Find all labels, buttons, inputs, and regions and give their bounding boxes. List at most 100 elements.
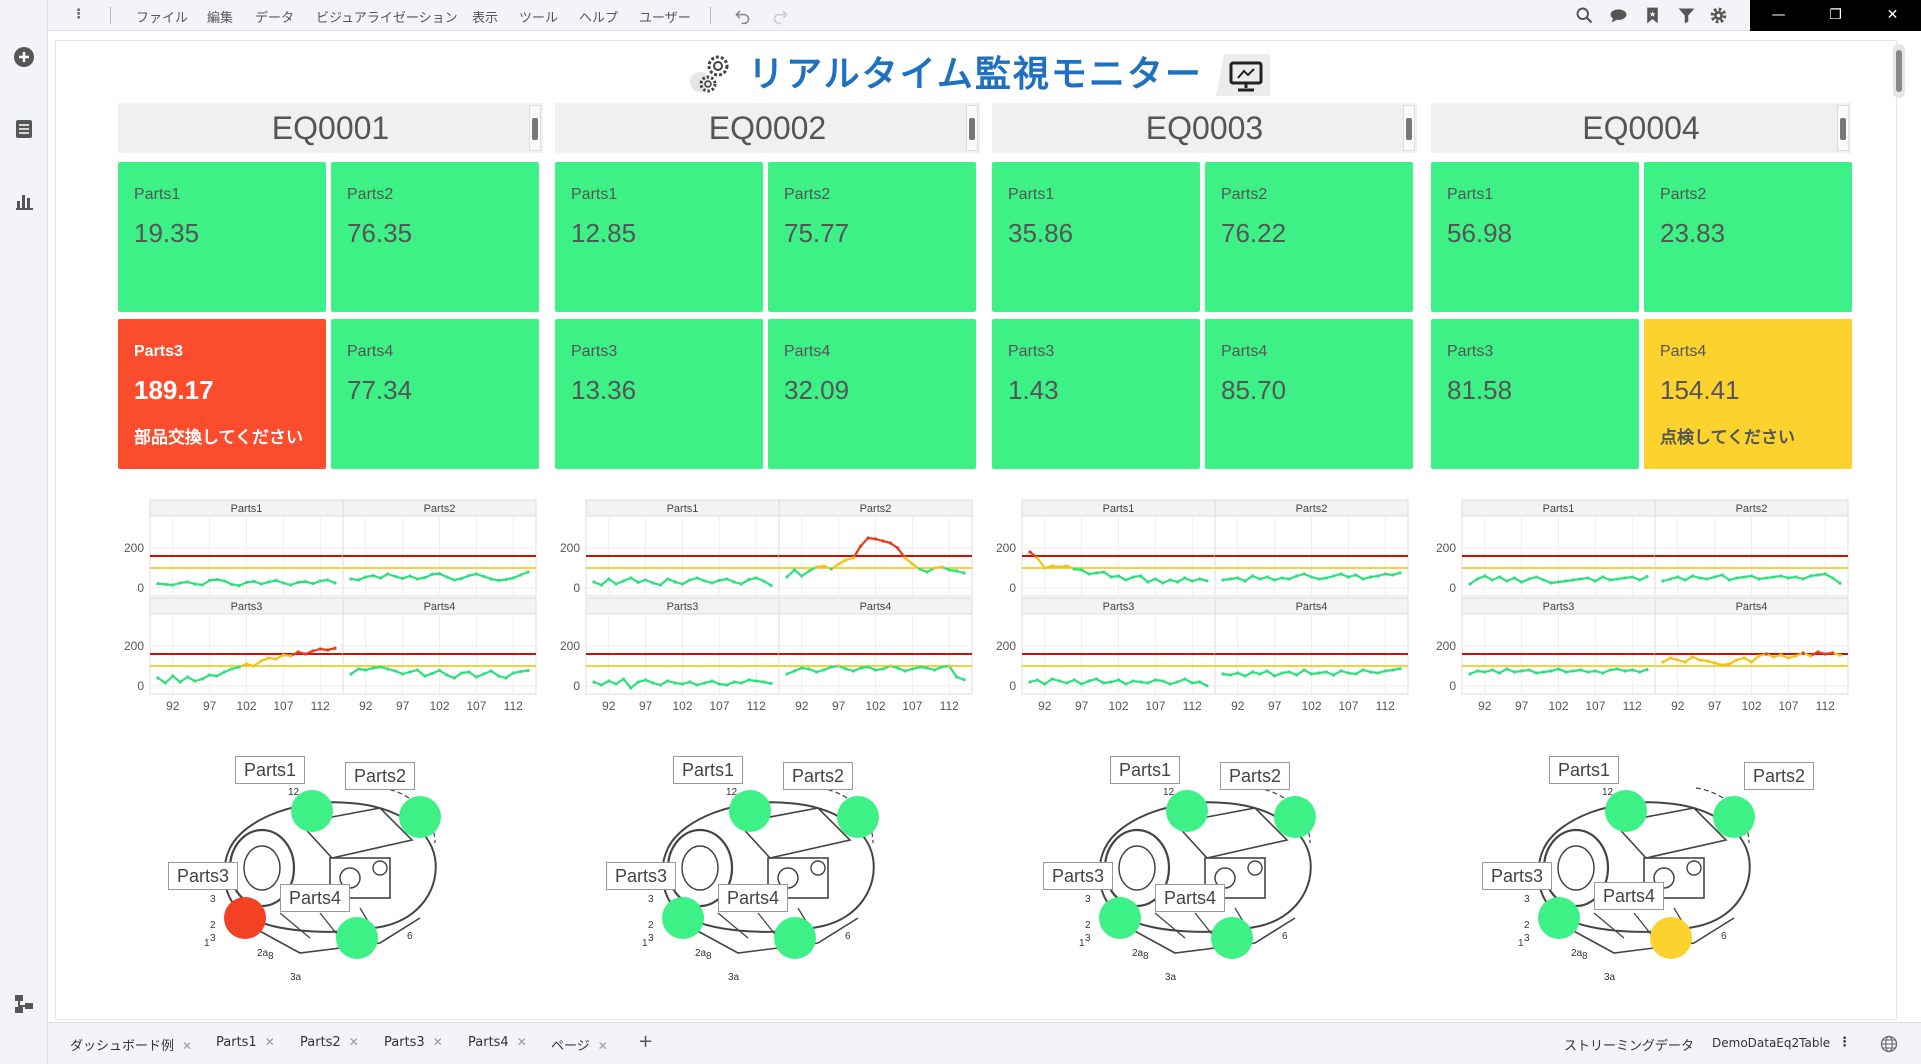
hierarchy-icon[interactable] (12, 992, 36, 1016)
equipment-scrollbar[interactable] (1837, 105, 1849, 151)
equipment-scrollbar[interactable] (529, 105, 541, 151)
part-status-tile[interactable]: Parts3 1.43 (992, 319, 1200, 469)
data-point (289, 654, 293, 658)
part-value: 13.36 (571, 375, 637, 405)
tab-page[interactable]: ページ ✕ (551, 1039, 608, 1054)
vertical-scrollbar[interactable] (1893, 44, 1905, 98)
menu-data[interactable]: データ (255, 11, 295, 26)
part-status-tile[interactable]: Parts1 35.86 (992, 162, 1200, 312)
part-status-indicator[interactable] (224, 897, 266, 939)
equipment-scrollbar[interactable] (1403, 105, 1415, 151)
globe-icon[interactable] (1880, 1035, 1898, 1053)
part-status-tile[interactable]: Parts1 56.98 (1431, 162, 1639, 312)
more-options-icon[interactable]: ⋮ (1838, 1035, 1851, 1050)
part-status-indicator[interactable] (1713, 796, 1755, 838)
menu-edit[interactable]: 編集 (207, 11, 234, 26)
part-status-tile[interactable]: Parts1 12.85 (555, 162, 763, 312)
part-callout-label: Parts1 (673, 756, 744, 784)
tab-parts2[interactable]: Parts2 ✕ (300, 1035, 359, 1050)
data-point (607, 679, 611, 683)
data-point (1161, 581, 1165, 585)
part-status-tile[interactable]: Parts2 76.35 (331, 162, 539, 312)
data-point (1094, 571, 1098, 575)
part-status-indicator[interactable] (336, 917, 378, 959)
data-point (1258, 672, 1262, 676)
more-menu-icon[interactable]: ⋮ (72, 7, 85, 22)
data-point (326, 648, 330, 652)
tab-dashboard[interactable]: ダッシュボード例 ✕ (70, 1039, 193, 1054)
x-tick-label: 92 (1231, 699, 1245, 713)
add-icon[interactable] (12, 45, 36, 69)
part-status-tile[interactable]: Parts3 81.58 (1431, 319, 1639, 469)
data-point (1183, 576, 1187, 580)
add-tab-button[interactable]: + (638, 1031, 654, 1052)
data-point (208, 578, 212, 582)
data-point (1198, 577, 1202, 581)
data-point (1801, 651, 1805, 655)
bookmark-icon[interactable] (1642, 5, 1663, 26)
part-status-tile[interactable]: Parts2 23.83 (1644, 162, 1852, 312)
part-status-indicator[interactable] (729, 790, 771, 832)
part-status-tile[interactable]: Parts2 76.22 (1205, 162, 1413, 312)
part-status-indicator[interactable] (1605, 790, 1647, 832)
gear-icon[interactable] (1708, 5, 1729, 26)
equipment-scrollbar[interactable] (966, 105, 978, 151)
y-tick-label: 0 (573, 581, 580, 595)
part-status-indicator[interactable] (291, 790, 333, 832)
part-label: Parts1 (134, 186, 181, 203)
table-name[interactable]: DemoDataEq2Table (1712, 1036, 1831, 1050)
redo-icon[interactable] (770, 5, 791, 26)
part-status-tile[interactable]: Parts3 13.36 (555, 319, 763, 469)
data-point (437, 572, 442, 576)
part-status-indicator[interactable] (1211, 917, 1253, 959)
part-label: Parts3 (1008, 343, 1055, 360)
data-point (739, 582, 744, 586)
data-point (1772, 655, 1776, 659)
part-value: 12.85 (571, 218, 637, 248)
part-status-tile[interactable]: Parts2 75.77 (768, 162, 976, 312)
part-status-tile[interactable]: Parts4 154.41 点検してください (1644, 319, 1852, 469)
minimize-button[interactable]: — (1771, 7, 1786, 23)
part-status-indicator[interactable] (1538, 897, 1580, 939)
restore-button[interactable]: ❐ (1829, 7, 1842, 23)
part-status-tile[interactable]: Parts3 189.17 部品交換してください (118, 319, 326, 469)
chart-icon[interactable] (12, 189, 36, 213)
part-status-tile[interactable]: Parts4 77.34 (331, 319, 539, 469)
data-point (695, 683, 699, 687)
part-status-indicator[interactable] (774, 917, 816, 959)
part-status-indicator[interactable] (662, 897, 704, 939)
data-point (851, 556, 855, 560)
callout-number: 3a (728, 972, 740, 983)
data-point (1586, 576, 1590, 580)
callout-number: 1 (1518, 938, 1524, 949)
part-status-indicator[interactable] (1166, 790, 1208, 832)
x-tick-label: 102 (1108, 699, 1128, 713)
close-button[interactable]: ✕ (1886, 7, 1899, 23)
part-status-indicator[interactable] (1099, 897, 1141, 939)
part-status-tile[interactable]: Parts1 19.35 (118, 162, 326, 312)
tab-parts4[interactable]: Parts4 ✕ (468, 1035, 527, 1050)
part-status-indicator[interactable] (1274, 796, 1316, 838)
valve-block (1643, 857, 1705, 899)
search-icon[interactable] (1574, 5, 1595, 26)
menu-visualization[interactable]: ビジュアライゼーション (316, 11, 458, 26)
tab-parts1[interactable]: Parts1 ✕ (216, 1035, 275, 1050)
menu-user[interactable]: ユーザー (639, 11, 691, 26)
menu-file[interactable]: ファイル (136, 11, 189, 26)
part-status-tile[interactable]: Parts4 32.09 (768, 319, 976, 469)
undo-icon[interactable] (732, 5, 753, 26)
part-status-indicator[interactable] (1650, 917, 1692, 959)
filter-icon[interactable] (1676, 5, 1697, 26)
menu-help[interactable]: ヘルプ (579, 11, 619, 26)
data-point (1124, 578, 1128, 582)
part-status-indicator[interactable] (837, 796, 879, 838)
part-status-tile[interactable]: Parts4 85.70 (1205, 319, 1413, 469)
data-point (1823, 572, 1827, 576)
menu-tools[interactable]: ツール (519, 11, 559, 26)
part-status-indicator[interactable] (399, 796, 441, 838)
chat-icon[interactable] (1608, 5, 1629, 26)
menu-view[interactable]: 表示 (472, 11, 499, 26)
data-point (1713, 575, 1717, 579)
tab-parts3[interactable]: Parts3 ✕ (384, 1035, 443, 1050)
document-icon[interactable] (12, 117, 36, 141)
